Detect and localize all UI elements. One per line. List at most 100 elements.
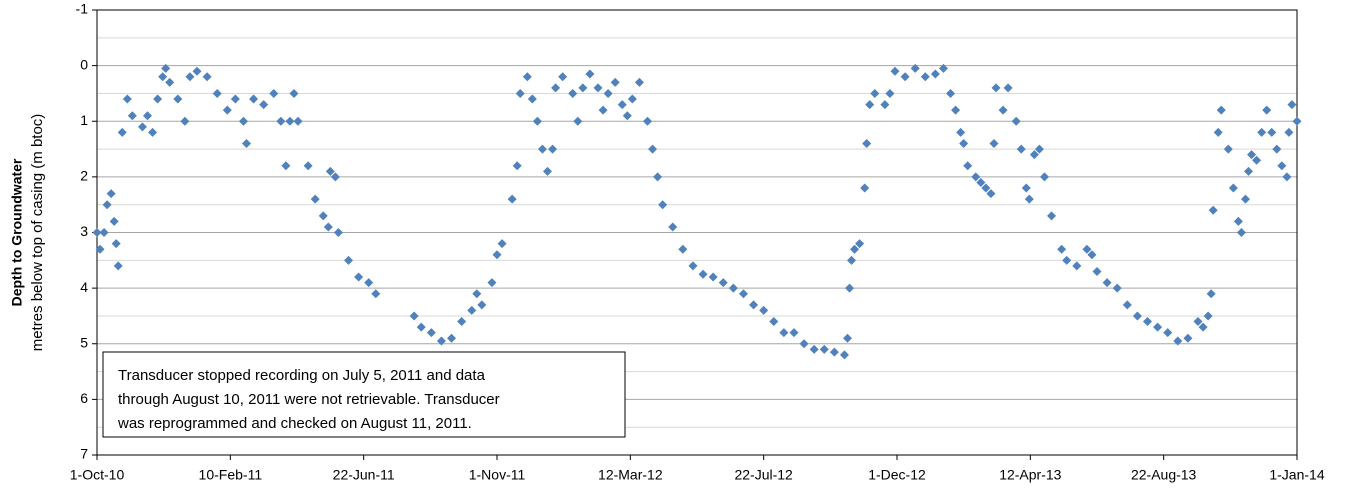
y-tick-label: 1 — [80, 112, 88, 128]
data-point — [1122, 300, 1132, 310]
data-point — [1092, 266, 1102, 276]
data-point — [885, 88, 895, 98]
data-point — [1034, 144, 1044, 154]
data-point — [527, 94, 537, 104]
data-point — [95, 244, 105, 254]
data-point — [1082, 244, 1092, 254]
data-point — [106, 189, 116, 199]
data-point — [558, 72, 568, 82]
data-point — [688, 261, 698, 271]
data-point — [585, 69, 595, 79]
data-point — [92, 228, 102, 237]
data-point — [492, 250, 502, 260]
data-point — [333, 228, 343, 237]
y-tick-label: 5 — [80, 334, 88, 350]
data-point — [920, 72, 930, 82]
data-point — [1284, 127, 1294, 137]
data-point — [568, 88, 578, 98]
data-point — [276, 116, 286, 126]
data-point — [1282, 172, 1292, 182]
data-point — [426, 328, 436, 338]
data-point — [1203, 311, 1213, 321]
data-point — [862, 139, 872, 148]
data-point — [855, 239, 865, 249]
data-point — [122, 94, 132, 104]
x-tick-label: 1-Dec-12 — [868, 467, 926, 483]
x-tick-label: 22-Aug-13 — [1131, 467, 1197, 483]
data-point — [507, 194, 517, 204]
data-point — [153, 94, 163, 104]
data-point — [1039, 172, 1049, 182]
data-point — [497, 239, 507, 249]
data-point — [839, 350, 849, 360]
data-point — [1132, 311, 1142, 321]
data-point — [981, 183, 991, 193]
data-point — [718, 278, 728, 288]
data-point — [1016, 144, 1026, 154]
data-point — [230, 94, 240, 104]
data-point — [364, 278, 374, 288]
data-point — [1062, 255, 1072, 265]
annotation-box — [102, 351, 626, 438]
data-point — [627, 94, 637, 104]
data-point — [1267, 127, 1277, 137]
data-point — [708, 272, 718, 282]
data-point — [573, 116, 583, 126]
data-point — [1287, 100, 1297, 110]
data-point — [1183, 333, 1193, 343]
data-point — [161, 63, 171, 73]
data-point — [192, 66, 202, 76]
data-point — [951, 105, 961, 115]
y-tick-label: 7 — [80, 446, 88, 462]
data-point — [986, 189, 996, 199]
data-point — [185, 72, 195, 82]
data-point — [1213, 127, 1223, 137]
data-point — [860, 183, 870, 193]
data-point — [1292, 116, 1302, 126]
data-point — [241, 139, 251, 148]
data-point — [127, 111, 137, 121]
data-point — [249, 94, 259, 104]
data-point — [1112, 283, 1122, 293]
data-point — [212, 88, 222, 98]
data-point — [759, 305, 769, 315]
data-point — [113, 261, 123, 271]
data-point — [1029, 150, 1039, 160]
data-point — [303, 161, 313, 171]
data-point — [1223, 144, 1233, 154]
y-tick-label: 3 — [80, 223, 88, 239]
data-point — [1143, 317, 1153, 326]
data-point — [870, 88, 880, 98]
data-point — [409, 311, 419, 321]
x-tick-label: 1-Oct-10 — [70, 467, 125, 483]
data-point — [551, 83, 561, 93]
data-point — [467, 305, 477, 315]
data-point — [1047, 211, 1057, 221]
data-point — [668, 222, 678, 232]
data-point — [779, 328, 789, 338]
data-point — [543, 166, 553, 176]
data-point — [809, 344, 819, 354]
data-point — [829, 347, 839, 357]
data-point — [325, 166, 335, 176]
data-point — [310, 194, 320, 204]
data-point — [678, 244, 688, 254]
data-point — [698, 269, 708, 279]
data-point — [1193, 317, 1203, 326]
data-point — [956, 127, 966, 137]
data-point — [930, 69, 940, 79]
data-point — [617, 100, 627, 110]
data-point — [634, 77, 644, 87]
data-point — [1240, 194, 1250, 204]
data-point — [1216, 105, 1226, 115]
data-point — [910, 63, 920, 73]
data-point — [1024, 194, 1034, 204]
y-tick-label: 6 — [80, 390, 88, 406]
data-point — [477, 300, 487, 310]
data-point — [843, 333, 853, 343]
data-point — [789, 328, 799, 338]
data-point — [371, 289, 381, 299]
data-point — [976, 177, 986, 187]
data-point — [819, 344, 829, 354]
